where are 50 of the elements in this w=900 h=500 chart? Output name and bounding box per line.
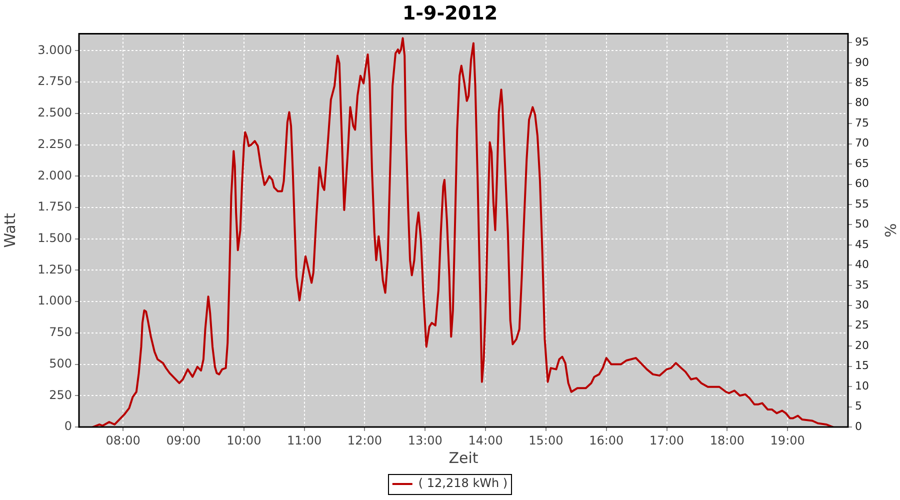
x-tick-label: 08:00 — [106, 433, 140, 448]
y2-tick-label: 45 — [855, 238, 869, 251]
legend-label: ( 12,218 kWh ) — [418, 476, 508, 490]
y2-tick-label: 20 — [855, 338, 869, 352]
x-tick-label: 17:00 — [649, 433, 684, 448]
y-tick-label: 2.750 — [38, 74, 72, 88]
y-tick-label: 3.000 — [38, 42, 72, 57]
x-tick-label: 11:00 — [287, 433, 322, 448]
x-axis-title: Zeit — [448, 448, 478, 467]
y-tick-label: 1.750 — [38, 200, 72, 214]
y-tick-label: 2.000 — [38, 168, 72, 182]
y-axis-title: Watt — [0, 212, 19, 248]
y2-tick-label: 5 — [855, 400, 862, 413]
y-tick-label: 500 — [49, 356, 72, 370]
y-tick-label: 1.000 — [38, 294, 72, 308]
y2-tick-label: 90 — [855, 56, 869, 69]
chart-title: 1-9-2012 — [402, 2, 498, 24]
y2-tick-label: 70 — [855, 136, 869, 150]
x-tick-label: 12:00 — [347, 433, 382, 448]
y-tick-label: 2.500 — [38, 106, 72, 120]
y2-tick-label: 25 — [855, 318, 869, 332]
y-tick-label: 1.500 — [38, 230, 72, 245]
y2-tick-label: 95 — [855, 36, 869, 49]
y2-tick-label: 0 — [855, 420, 862, 433]
y2-tick-label: 35 — [855, 278, 869, 292]
y2-tick-label: 75 — [855, 116, 869, 130]
y2-tick-label: 55 — [855, 197, 869, 210]
y2-tick-label: 15 — [855, 359, 869, 372]
y-tick-label: 2.250 — [38, 136, 72, 151]
y2-tick-label: 80 — [855, 96, 869, 110]
x-tick-label: 18:00 — [710, 433, 744, 448]
x-tick-label: 16:00 — [589, 433, 624, 448]
y2-tick-label: 65 — [855, 156, 869, 170]
x-tick-label: 13:00 — [408, 433, 442, 448]
x-tick-label: 10:00 — [226, 433, 262, 448]
y2-tick-label: 50 — [855, 218, 869, 231]
y2-tick-label: 30 — [855, 298, 869, 312]
y2-axis-title: % — [881, 223, 900, 238]
y2-tick-label: 85 — [855, 76, 869, 90]
x-tick-label: 15:00 — [528, 433, 564, 448]
x-tick-label: 09:00 — [166, 433, 201, 448]
y2-tick-label: 10 — [855, 379, 869, 392]
y-tick-label: 750 — [49, 325, 72, 340]
y-tick-label: 1.250 — [38, 262, 72, 276]
x-tick-label: 14:00 — [468, 433, 503, 448]
y2-tick-label: 60 — [855, 177, 869, 190]
x-tick-label: 19:00 — [770, 433, 805, 448]
y2-tick-label: 40 — [855, 258, 869, 272]
y-tick-label: 0 — [64, 419, 72, 434]
y-tick-label: 250 — [49, 388, 72, 402]
